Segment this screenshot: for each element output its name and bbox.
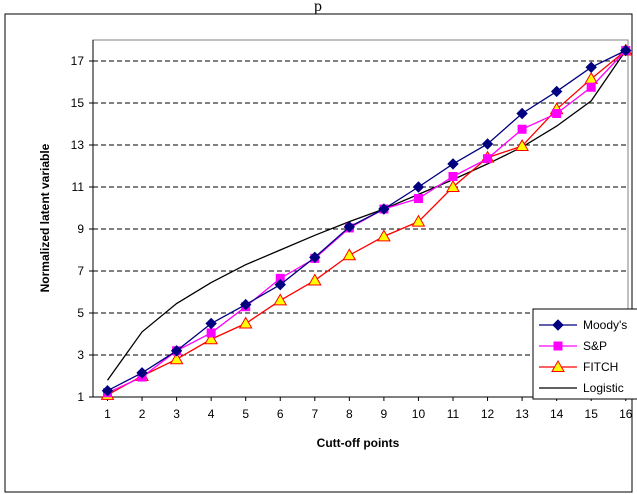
point-moody-s — [481, 138, 494, 150]
point-s-p — [448, 172, 458, 181]
point-moody-s — [274, 278, 286, 291]
legend-label-moody-s: Moody's — [583, 318, 627, 332]
y-tick-label: 5 — [77, 306, 84, 320]
point-moody-s — [309, 251, 321, 264]
legend-label-fitch: FITCH — [583, 360, 618, 374]
legend: Moody's S&P FITCH Logistic — [532, 308, 637, 400]
x-tick-label: 6 — [277, 407, 284, 421]
point-moody-s — [620, 44, 632, 57]
series-group — [100, 43, 633, 400]
x-tick-label: 9 — [381, 407, 388, 421]
x-tick-label: 4 — [208, 407, 215, 421]
point-moody-s — [136, 367, 148, 379]
point-fitch — [446, 179, 460, 192]
point-fitch — [515, 139, 529, 152]
legend-marker-s-p — [553, 341, 563, 351]
series-moody-s — [101, 44, 632, 397]
point-moody-s — [447, 158, 459, 170]
x-axis-title: Cutt-off points — [317, 436, 400, 450]
point-fitch — [204, 332, 219, 345]
x-tick-label: 14 — [550, 407, 564, 421]
point-s-p — [413, 194, 423, 204]
point-s-p — [517, 124, 527, 134]
y-tick-label: 17 — [71, 54, 85, 68]
point-moody-s — [585, 61, 597, 74]
legend-box — [532, 308, 637, 400]
point-s-p — [586, 82, 596, 92]
point-moody-s — [170, 345, 183, 357]
x-tick-label: 15 — [585, 407, 599, 421]
legend-label-logistic: Logistic — [583, 381, 624, 395]
y-tick-label: 15 — [71, 96, 85, 110]
point-moody-s — [550, 85, 563, 98]
legend-marker-moody-s — [552, 319, 564, 331]
series-fitch — [100, 43, 633, 400]
point-s-p — [206, 328, 216, 338]
x-tick-label: 3 — [173, 407, 180, 421]
chart-outer-frame — [4, 13, 633, 493]
grid-lines — [93, 60, 628, 356]
point-moody-s — [205, 317, 217, 330]
y-tick-label: 3 — [77, 348, 84, 362]
x-tick-label: 12 — [481, 407, 495, 421]
chart-title: p — [314, 0, 322, 15]
point-fitch — [377, 229, 391, 242]
legend-label-s-p: S&P — [583, 339, 607, 353]
point-fitch — [411, 214, 426, 227]
x-tick-label: 5 — [242, 407, 249, 421]
point-fitch — [273, 293, 288, 306]
y-tick-label: 7 — [77, 264, 84, 278]
point-fitch — [169, 352, 184, 365]
x-tick-label: 2 — [139, 407, 146, 421]
y-tick-label: 13 — [71, 138, 85, 152]
point-moody-s — [343, 221, 356, 233]
point-s-p — [483, 154, 493, 164]
point-moody-s — [378, 203, 390, 215]
point-moody-s — [101, 384, 114, 397]
series-line-fitch — [107, 49, 627, 396]
y-tick-label: 11 — [72, 180, 85, 194]
y-axis-title: Normalized latent variable — [38, 143, 52, 292]
series-line-logistic — [106, 50, 627, 381]
legend-marker-fitch — [551, 359, 565, 372]
point-moody-s — [412, 181, 425, 193]
point-fitch — [238, 316, 253, 329]
x-tick-label: 11 — [447, 407, 460, 421]
x-tick-label: 1 — [104, 407, 111, 421]
y-tick-label: 1 — [77, 390, 84, 404]
point-moody-s — [516, 107, 528, 120]
point-fitch — [584, 71, 599, 84]
y-tick-label: 9 — [77, 222, 84, 236]
series-logistic — [106, 50, 627, 381]
x-tick-label: 10 — [412, 407, 426, 421]
series-line-moody-s — [107, 49, 627, 392]
point-s-p — [552, 109, 562, 118]
point-fitch — [342, 248, 357, 261]
x-tick-label: 16 — [619, 407, 633, 421]
point-fitch — [307, 273, 322, 286]
x-tick-label: 8 — [346, 407, 353, 421]
x-tick-label: 13 — [515, 407, 529, 421]
x-tick-label: 7 — [311, 407, 318, 421]
point-moody-s — [239, 298, 252, 311]
